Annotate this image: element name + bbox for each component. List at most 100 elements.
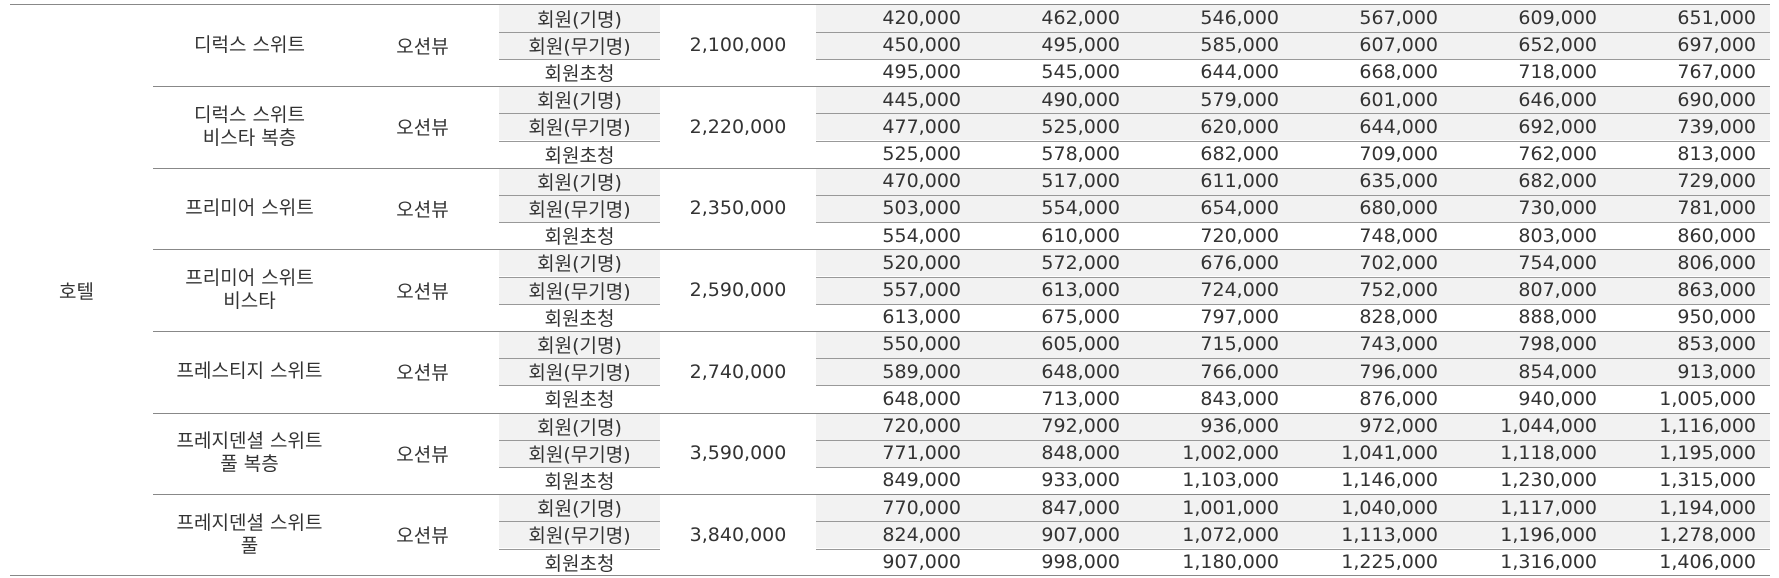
price: 477,000 <box>816 113 975 141</box>
price: 1,002,000 <box>1134 439 1293 467</box>
price: 813,000 <box>1677 143 1756 166</box>
price: 803,000 <box>1518 224 1597 247</box>
price: 525,000 <box>975 113 1134 141</box>
price: 913,000 <box>1611 358 1770 386</box>
price: 730,000 <box>1452 194 1611 223</box>
price: 796,000 <box>1293 358 1452 386</box>
price: 1,041,000 <box>1293 439 1452 467</box>
row-line <box>499 548 660 550</box>
room-name-line: 프리미어 스위트 <box>185 267 314 290</box>
price: 781,000 <box>1611 194 1770 223</box>
price: 798,000 <box>1452 330 1611 359</box>
price: 644,000 <box>1293 113 1452 141</box>
price: 766,000 <box>1134 358 1293 386</box>
price: 601,000 <box>1293 86 1452 114</box>
price: 585,000 <box>1134 31 1293 59</box>
price: 771,000 <box>816 439 975 467</box>
base-price: 3,840,000 <box>689 523 787 546</box>
price: 1,230,000 <box>1500 469 1597 492</box>
price: 682,000 <box>1200 143 1279 166</box>
row-line <box>816 222 1770 224</box>
price: 720,000 <box>816 412 975 440</box>
row-line <box>816 113 1770 115</box>
member-type: 회원초청 <box>544 226 615 249</box>
price: 1,225,000 <box>1341 551 1438 574</box>
price: 754,000 <box>1452 249 1611 277</box>
price: 503,000 <box>816 194 975 223</box>
price: 646,000 <box>1452 86 1611 114</box>
top-line <box>10 3 1770 5</box>
member-type: 회원초청 <box>544 470 615 493</box>
member-type: 회원초청 <box>544 389 615 412</box>
price: 697,000 <box>1611 31 1770 59</box>
member-type: 회원(기명) <box>499 249 660 277</box>
member-type: 회원(기명) <box>499 86 660 114</box>
row-line <box>499 439 660 441</box>
price: 950,000 <box>1677 306 1756 329</box>
base-price: 2,100,000 <box>689 34 787 57</box>
price: 702,000 <box>1293 249 1452 277</box>
member-type: 회원(무기명) <box>499 194 660 223</box>
row-line <box>816 303 1770 305</box>
price: 713,000 <box>1041 387 1120 410</box>
price: 724,000 <box>1134 276 1293 304</box>
price: 729,000 <box>1611 167 1770 195</box>
price: 849,000 <box>882 469 961 492</box>
row-line <box>816 548 1770 550</box>
group-line <box>153 249 1770 251</box>
price: 828,000 <box>1359 306 1438 329</box>
member-type: 회원(무기명) <box>499 113 660 141</box>
price: 860,000 <box>1677 224 1756 247</box>
price: 675,000 <box>1041 306 1120 329</box>
member-type: 회원(무기명) <box>499 521 660 549</box>
price: 652,000 <box>1452 31 1611 59</box>
view: 오션뷰 <box>396 35 449 58</box>
price: 1,117,000 <box>1452 494 1611 522</box>
price: 1,315,000 <box>1659 469 1756 492</box>
room-name-line: 풀 복층 <box>220 453 279 476</box>
price: 1,044,000 <box>1452 412 1611 440</box>
price: 853,000 <box>1611 330 1770 359</box>
price: 611,000 <box>1134 167 1293 195</box>
price: 792,000 <box>975 412 1134 440</box>
view: 오션뷰 <box>396 443 449 466</box>
room-name: 디럭스 스위트 비스타 복층 <box>153 86 346 168</box>
price: 752,000 <box>1293 276 1452 304</box>
price: 1,180,000 <box>1182 551 1279 574</box>
price: 554,000 <box>975 194 1134 223</box>
price: 607,000 <box>1293 31 1452 59</box>
price: 1,116,000 <box>1611 412 1770 440</box>
price: 680,000 <box>1293 194 1452 223</box>
member-type: 회원초청 <box>544 307 615 330</box>
view: 오션뷰 <box>396 117 449 140</box>
row-line <box>499 385 660 387</box>
member-type: 회원(기명) <box>499 4 660 32</box>
price: 554,000 <box>882 224 961 247</box>
price: 847,000 <box>975 494 1134 522</box>
view: 오션뷰 <box>396 362 449 385</box>
room-name: 프레스티지 스위트 <box>153 331 346 413</box>
price: 495,000 <box>882 61 961 84</box>
room-name-line: 프레지덴셜 스위트 <box>176 511 323 534</box>
price: 692,000 <box>1452 113 1611 141</box>
row-line <box>499 194 660 196</box>
price: 550,000 <box>816 330 975 359</box>
price: 767,000 <box>1677 61 1756 84</box>
price: 720,000 <box>1200 224 1279 247</box>
room-name-line: 풀 <box>240 534 259 557</box>
view: 오션뷰 <box>396 198 449 221</box>
price: 610,000 <box>1041 224 1120 247</box>
room-name: 프리미어 스위트 <box>153 168 346 250</box>
group-line <box>153 494 1770 496</box>
price: 1,278,000 <box>1611 521 1770 549</box>
price: 1,118,000 <box>1452 439 1611 467</box>
price: 876,000 <box>1359 387 1438 410</box>
row-line <box>816 140 1770 142</box>
row-line <box>816 276 1770 278</box>
price: 998,000 <box>1041 551 1120 574</box>
price: 495,000 <box>975 31 1134 59</box>
price: 807,000 <box>1452 276 1611 304</box>
row-line <box>499 58 660 60</box>
price: 1,194,000 <box>1611 494 1770 522</box>
